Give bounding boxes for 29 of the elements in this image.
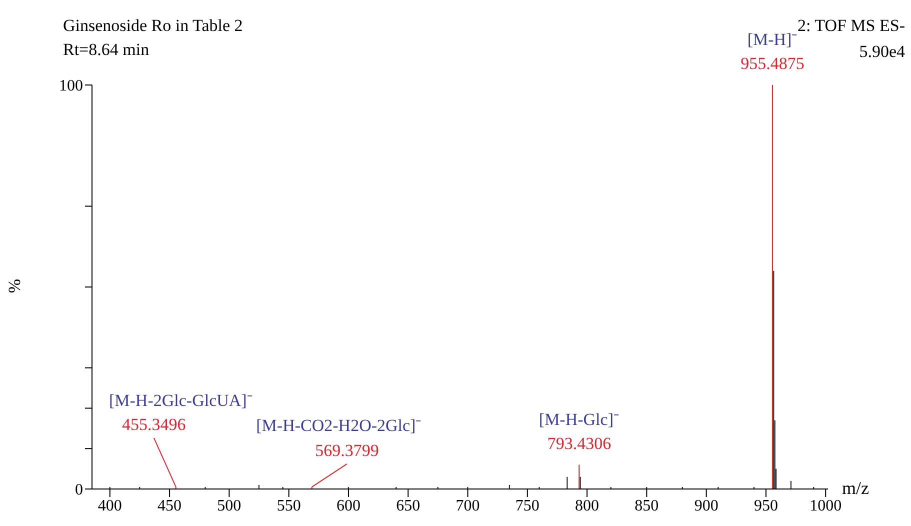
y-tick-label: 100 [59, 78, 83, 95]
annotation: 793.4306 [547, 434, 612, 453]
text: [M-H]⁻ [747, 30, 798, 49]
annotation: 955.4875 [740, 54, 804, 73]
x-tick-label: 750 [515, 497, 540, 514]
x-tick-label: 800 [575, 497, 600, 514]
chart-subtitle: Rt=8.64 min [63, 39, 150, 61]
y-axis-title: % [5, 278, 26, 294]
x-tick-label: 700 [456, 497, 480, 514]
x-tick-label: 850 [634, 497, 659, 514]
x-tick-label: 400 [98, 497, 122, 514]
x-tick-label: 900 [694, 497, 718, 514]
x-tick-label: 550 [276, 497, 301, 514]
annotation: 455.3496 [122, 414, 186, 434]
x-tick-label: 1000 [810, 497, 842, 514]
annotation: [M-H-Glc]⁻ [538, 410, 620, 429]
annotation: 569.3799 [315, 440, 379, 460]
x-tick-label: 450 [158, 497, 182, 514]
annotation: [M-H-CO2-H2O-2Glc]⁻ [256, 416, 422, 435]
x-tick-label: 650 [396, 497, 420, 514]
text: 2: TOF MS ES- [797, 15, 905, 37]
x-tick-label: 500 [217, 497, 242, 514]
y-tick-label: 0 [75, 482, 83, 499]
chart-title: Ginsenoside Ro in Table 2 [63, 15, 243, 37]
x-tick-label: 600 [336, 497, 360, 514]
text: 5.90e4 [859, 41, 905, 63]
x-tick-label: 950 [754, 497, 778, 514]
annotation: [M-H-2Glc-GlcUA]⁻ [108, 390, 253, 410]
x-axis-title: m/z [842, 478, 869, 499]
